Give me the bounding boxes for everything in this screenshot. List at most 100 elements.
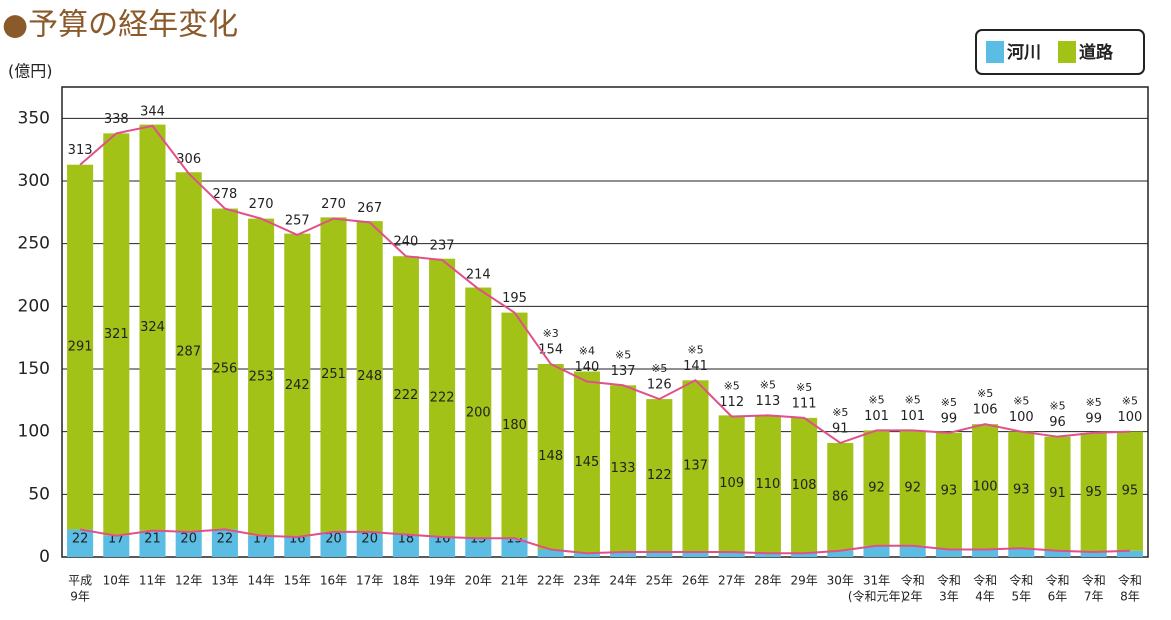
bar-segment [972,549,999,557]
bar-segment [501,312,528,539]
bar-segment [791,417,818,554]
legend-swatch [1058,41,1076,63]
segment-label: 109 [719,476,744,491]
bar-segment [320,217,347,532]
segment-label: 137 [683,459,708,474]
total-label: 140 [574,360,599,375]
x-tick-label: 15年 [284,574,311,588]
bar-segment [972,424,999,550]
bar-segment [429,536,456,557]
segment-label: 108 [792,478,817,493]
note-label: ※4 [579,345,595,358]
note-label: ※5 [977,387,993,400]
legend-label: 河川 [1007,43,1041,63]
bar-segment [356,221,383,532]
bar-segment [392,534,419,557]
bar-segment [537,549,564,557]
segment-label: 122 [647,468,672,483]
note-label: ※5 [724,380,740,393]
total-label: 101 [900,409,925,424]
total-label: 96 [1049,415,1066,430]
bar-segment [573,371,600,554]
total-label: 240 [393,235,418,250]
bar-segment [573,553,600,557]
segment-label: 21 [144,532,161,547]
river-line [79,528,1130,555]
total-label: 257 [285,213,310,228]
total-label: 313 [68,143,93,158]
x-tick-label: 17年 [356,574,383,588]
total-label: 99 [941,411,958,426]
segment-label: 91 [1049,486,1066,501]
bar-segment [791,553,818,557]
segment-label: 22 [217,532,234,547]
bar-segment [646,551,673,557]
total-label: 100 [1009,410,1034,425]
note-label: ※5 [1049,400,1065,413]
x-tick-label: 平成 [68,574,92,588]
x-tick-label: 6年 [1048,590,1068,604]
x-tick-label: 4年 [975,590,995,604]
x-tick-label: 令和 [973,573,997,588]
x-tick-label: 26年 [682,574,709,588]
x-tick-label: 3年 [939,590,959,604]
total-line [79,124,1130,445]
total-label: 101 [864,409,889,424]
x-tick-label: 7年 [1084,590,1104,604]
segment-label: 253 [249,370,274,385]
bar-segment [1080,551,1107,557]
segment-label: 92 [868,481,885,496]
bar-segment [67,529,94,557]
total-label: 106 [973,403,998,418]
segment-label: 133 [611,461,636,476]
x-tick-label: 2年 [903,590,923,604]
x-tick-label: 31年 [863,574,890,588]
x-tick-label: 16年 [320,574,347,588]
bar-segment [67,164,94,530]
x-tick-label: 13年 [211,574,238,588]
total-label: 126 [647,378,672,393]
bar-segment [356,531,383,557]
x-tick-label: 25年 [646,574,673,588]
x-tick-label: 5年 [1011,590,1031,604]
bar-segment [429,258,456,537]
total-label: 338 [104,112,129,127]
bar-segment [754,553,781,557]
segment-label: 92 [904,481,921,496]
x-tick-label: 8年 [1120,590,1140,604]
segment-label: 324 [140,320,165,335]
x-tick-label: 18年 [392,574,419,588]
y-tick-label: 250 [18,234,50,254]
bar-segment [392,256,419,535]
segment-label: 248 [357,369,382,384]
bar-segment [175,531,202,557]
x-tick-label: 令和 [1009,573,1033,588]
bar-segment [465,287,492,539]
segment-label: 110 [755,477,780,492]
bar-segment [537,363,564,550]
x-tick-label: 令和 [1118,573,1142,588]
legend-swatch [986,41,1004,63]
legend-label: 道路 [1079,42,1114,63]
segment-label: 95 [1122,484,1139,499]
y-tick-label: 100 [18,422,50,442]
x-tick-label: 28年 [754,574,781,588]
bar-segment [1044,436,1071,551]
total-label: 214 [466,267,491,282]
y-tick-label: 300 [18,171,50,191]
x-tick-label: 29年 [790,574,817,588]
segment-label: 95 [1085,485,1102,500]
note-label: ※5 [1013,395,1029,408]
segment-label: 145 [574,455,599,470]
total-label: 137 [611,364,636,379]
x-tick-label: 21年 [501,574,528,588]
y-tick-label: 350 [18,108,50,128]
segment-label: 200 [466,405,491,420]
bar-segment [863,430,890,546]
note-label: ※5 [905,393,921,406]
bar-segment [103,535,130,557]
x-tick-label: 令和 [1082,573,1106,588]
x-tick-label: 27年 [718,574,745,588]
segment-label: 22 [72,532,89,547]
bar-segment [1008,431,1035,549]
